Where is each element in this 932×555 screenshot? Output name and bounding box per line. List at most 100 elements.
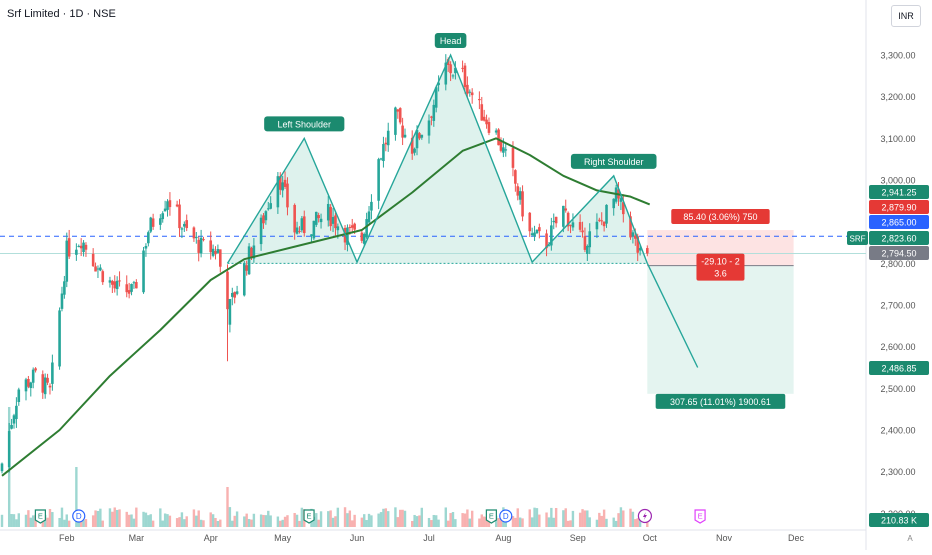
volume-bar <box>99 508 102 527</box>
volume-bar <box>530 517 534 527</box>
pattern-label-box <box>264 116 345 132</box>
event-marker-dividend[interactable]: D <box>499 509 513 523</box>
candle-body <box>550 225 553 246</box>
candle-body <box>283 179 287 187</box>
y-tick-label: 2,700.00 <box>880 301 915 311</box>
volume-bar <box>494 515 498 527</box>
volume-bar <box>377 513 380 527</box>
volume-bar <box>319 511 323 527</box>
volume-bar <box>586 510 589 527</box>
event-marker-dividend[interactable]: D <box>72 509 86 523</box>
candle-body <box>353 223 356 230</box>
volume-bar <box>211 514 215 527</box>
volume-bar <box>363 514 366 527</box>
volume-bar <box>43 514 47 527</box>
price-tag-box <box>869 200 929 214</box>
candle-body <box>514 170 517 184</box>
x-tick-label: Apr <box>204 533 218 543</box>
volume-bar <box>250 519 253 527</box>
volume-bar <box>60 507 64 527</box>
event-marker-split[interactable] <box>637 508 653 524</box>
candle-body <box>384 142 388 145</box>
volume-bar <box>96 510 100 527</box>
candle-body <box>31 369 35 383</box>
pattern-label: Left Shoulder <box>277 119 331 129</box>
candle-body <box>449 64 452 74</box>
price-tag: 210.83 K <box>881 516 917 526</box>
volume-bar <box>247 518 251 527</box>
candle-body <box>197 239 201 253</box>
y-tick-label: 2,400.00 <box>880 426 915 436</box>
volume-bar <box>24 514 28 527</box>
moving-average-line <box>1 137 651 477</box>
candle-body <box>370 201 373 211</box>
pattern-label: Head <box>440 36 462 46</box>
volume-bar <box>77 519 80 527</box>
volume-bar <box>566 520 570 527</box>
candle-body <box>27 379 30 387</box>
candle-body <box>463 65 467 88</box>
event-marker-earnings[interactable]: E <box>303 509 315 524</box>
candle-body <box>482 116 486 121</box>
candle-body <box>535 229 539 234</box>
candle-body <box>396 109 400 112</box>
event-letter: E <box>307 512 312 521</box>
volume-bar <box>219 519 222 527</box>
pattern-line <box>226 53 648 264</box>
candle-body <box>295 227 299 234</box>
x-tick-label: Aug <box>495 533 511 543</box>
candle-body <box>151 218 155 227</box>
event-marker-earnings[interactable]: E <box>34 509 46 524</box>
candle-body <box>235 291 239 294</box>
x-tick-label: Mar <box>129 533 145 543</box>
volume-bar <box>178 517 181 527</box>
candle-body <box>494 130 498 133</box>
volume-bar <box>58 517 61 527</box>
volume-bar <box>427 517 431 527</box>
candle-body <box>379 158 383 160</box>
event-marker-earnings[interactable]: E <box>485 509 497 524</box>
volume-bar <box>619 507 623 527</box>
volume-bar <box>521 518 524 527</box>
candle-body <box>538 227 541 232</box>
candle-body <box>600 220 604 222</box>
candle-body <box>130 284 133 292</box>
currency-button[interactable]: INR <box>891 5 921 27</box>
chart-title: Srf Limited · 1D · NSE <box>7 8 116 20</box>
volume-bar <box>243 516 246 527</box>
volume-bar <box>197 510 200 527</box>
candle-body <box>41 374 45 393</box>
volume-bar <box>84 519 88 527</box>
volume-bar <box>118 509 121 527</box>
volume-bar <box>334 516 337 527</box>
candle-body <box>571 222 575 228</box>
candles <box>0 54 649 474</box>
volume-bar <box>461 513 464 527</box>
volume-bar <box>252 513 256 527</box>
volume-bar <box>293 512 296 527</box>
price-tag-box <box>869 215 929 229</box>
candle-body <box>646 248 649 254</box>
volume-bar <box>168 515 172 527</box>
volume-bar <box>535 508 539 527</box>
candle-body <box>552 220 556 223</box>
event-marker-earnings-upcoming[interactable]: E <box>694 509 706 524</box>
candle-body <box>269 203 272 209</box>
volume-bar <box>295 514 299 527</box>
volume-bar <box>367 513 371 527</box>
candle-body <box>434 87 438 108</box>
volume-bar <box>343 507 347 527</box>
volume-bar <box>245 513 248 527</box>
candle-body <box>310 234 313 237</box>
symbol-tag-box <box>847 231 868 245</box>
volume-bar <box>125 511 128 527</box>
volume-bar <box>564 508 567 527</box>
volume-bar <box>202 520 205 527</box>
volume-bar <box>214 517 217 527</box>
volume-bar <box>108 508 112 527</box>
mid-label-box <box>696 253 745 281</box>
candle-body <box>118 280 121 282</box>
candle-body <box>334 215 337 229</box>
